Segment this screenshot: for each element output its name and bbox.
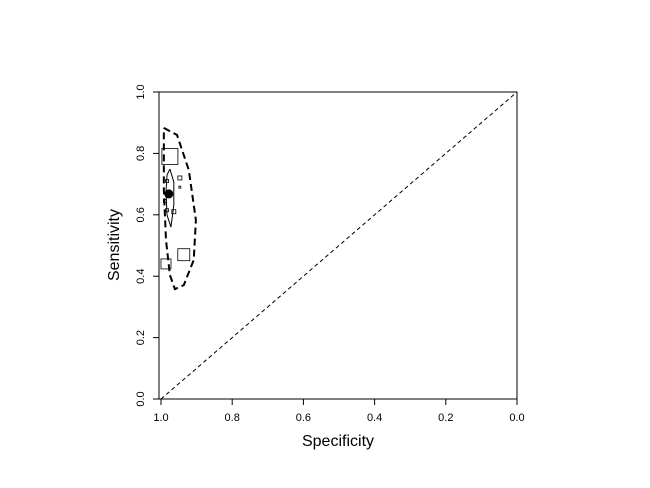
plot-frame (158, 91, 518, 400)
summary-point (164, 189, 174, 199)
x-tick-label: 0.0 (509, 412, 524, 424)
x-tick-label: 0.4 (367, 412, 382, 424)
study-point (177, 175, 183, 181)
x-tick-label: 1.0 (153, 412, 168, 424)
y-tick-label: 0.8 (135, 146, 147, 161)
x-axis-title: Specificity (302, 433, 374, 450)
study-point (178, 185, 182, 189)
y-tick-label: 0.6 (135, 207, 147, 222)
study-point (171, 209, 177, 215)
study-point (163, 199, 167, 203)
study-point (177, 248, 191, 262)
study-point (165, 179, 169, 183)
y-tick-label: 0.2 (135, 330, 147, 345)
study-point (165, 208, 169, 213)
y-axis-title: Sensitivity (106, 209, 123, 281)
reference-line (160, 91, 518, 400)
confidence-region (165, 168, 175, 228)
study-point (160, 258, 172, 270)
y-tick-label: 0.0 (135, 391, 147, 406)
x-tick-label: 0.8 (225, 412, 240, 424)
study-point (161, 148, 179, 165)
y-tick-label: 1.0 (135, 84, 147, 99)
prediction-region (162, 127, 197, 291)
x-tick-label: 0.2 (438, 412, 453, 424)
y-tick-label: 0.4 (135, 269, 147, 284)
x-tick-label: 0.6 (296, 412, 311, 424)
